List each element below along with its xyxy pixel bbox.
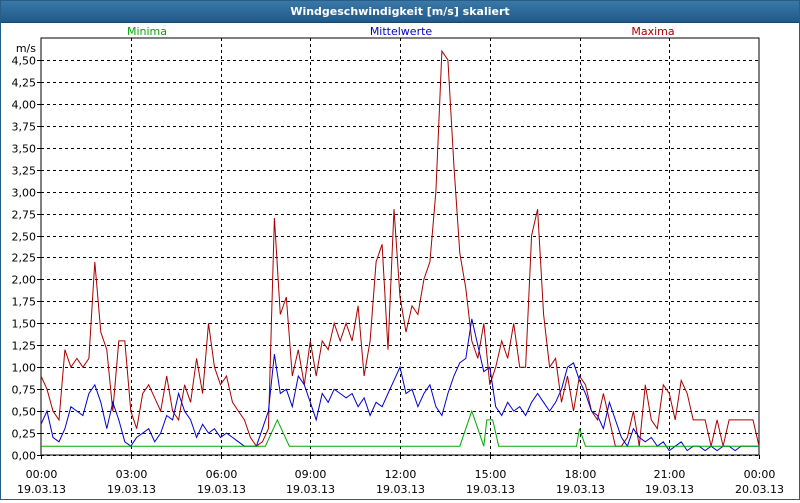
x-tick-label-date: 19.03.13	[107, 483, 156, 496]
y-axis-label: m/s	[16, 42, 36, 55]
x-tick-label-time: 18:00	[565, 468, 597, 481]
y-tick-label: 1,50	[12, 318, 37, 331]
y-tick-label: 2,75	[12, 209, 37, 222]
legend-item-mittelwerte: Mittelwerte	[370, 25, 433, 38]
y-tick-label: 4,50	[12, 55, 37, 68]
x-tick-label-time: 15:00	[475, 468, 507, 481]
plot-frame	[40, 37, 760, 456]
y-tick-label: 0,75	[12, 384, 37, 397]
x-tick-label-time: 00:00	[744, 468, 776, 481]
x-tick-label-time: 21:00	[654, 468, 686, 481]
y-tick-label: 0,50	[12, 406, 37, 419]
x-tick-label-time: 03:00	[116, 468, 148, 481]
chart-area: 0,00 0,25 0,50 0,75 1,00 1,25 1,50 1,75 2,00 2,25…	[1, 23, 799, 499]
y-tick-label: 3,00	[12, 187, 37, 200]
window-title: Windgeschwindigkeit [m/s] skaliert	[1, 1, 799, 23]
y-tick-label: 3,50	[12, 143, 37, 156]
x-tick-label-date: 19.03.13	[376, 483, 425, 496]
legend-item-maxima: Maxima	[631, 25, 674, 38]
y-tick-label: 2,00	[12, 274, 37, 287]
y-tick-label: 1,00	[12, 362, 37, 375]
y-tick-label: 3,75	[12, 121, 37, 134]
line-chart: 0,00 0,25 0,50 0,75 1,00 1,25 1,50 1,75 2,00 2,25…	[12, 25, 784, 496]
x-tick-label-time: 00:00	[26, 468, 58, 481]
y-tick-label: 1,75	[12, 296, 37, 309]
y-tick-label: 0,00	[12, 450, 37, 463]
y-tick-label: 0,25	[12, 428, 37, 441]
y-tick-label: 4,00	[12, 99, 37, 112]
y-tick-label: 1,25	[12, 340, 37, 353]
y-tick-label: 2,25	[12, 252, 37, 265]
x-tick-label-date: 19.03.13	[556, 483, 605, 496]
x-tick-label-date: 19.03.13	[466, 483, 515, 496]
y-tick-label: 2,50	[12, 231, 37, 244]
series-line-minima	[41, 409, 759, 447]
y-tick-label: 3,25	[12, 165, 37, 178]
x-tick-label-date: 19.03.13	[645, 483, 694, 496]
x-tick-label-time: 12:00	[385, 468, 417, 481]
x-tick-label-time: 06:00	[206, 468, 238, 481]
legend-item-minima: Minima	[127, 25, 167, 38]
series-line-mittelwerte	[40, 318, 759, 452]
x-tick-label-time: 09:00	[295, 468, 327, 481]
y-tick-label: 4,25	[12, 77, 37, 90]
x-tick-label-date: 20.03.13	[735, 483, 784, 496]
x-tick-label-date: 19.03.13	[17, 483, 66, 496]
x-tick-label-date: 19.03.13	[197, 483, 246, 496]
x-tick-label-date: 19.03.13	[286, 483, 335, 496]
